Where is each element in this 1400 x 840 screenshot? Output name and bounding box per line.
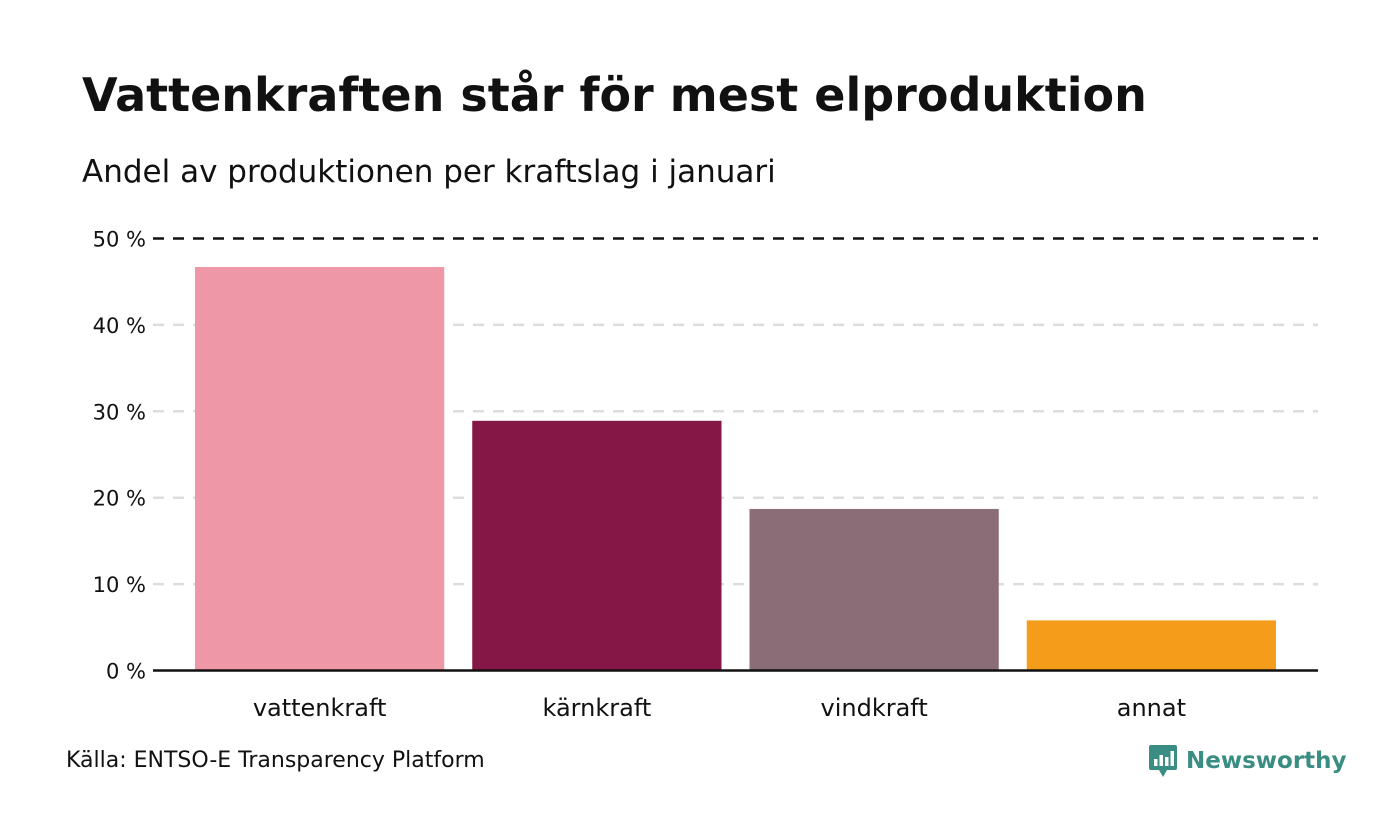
source-note: Källa: ENTSO-E Transparency Platform: [66, 748, 485, 773]
bar-annat: [1026, 620, 1276, 671]
bar-vindkraft: [749, 508, 999, 671]
chart-subtitle: Andel av produktionen per kraftslag i ja…: [82, 154, 776, 190]
x-tick-label: kärnkraft: [543, 694, 652, 722]
y-tick-label: 20 %: [93, 487, 146, 511]
y-axis-ticks: 0 % 10 % 20 % 30 % 40 % 50 %: [93, 228, 146, 684]
bar-vattenkraft: [195, 267, 445, 671]
x-tick-label: vattenkraft: [253, 694, 387, 722]
bar-kärnkraft: [472, 420, 722, 671]
y-tick-label: 10 %: [93, 573, 146, 597]
y-tick-label: 40 %: [93, 314, 146, 338]
x-tick-label: annat: [1117, 694, 1186, 722]
x-axis-labels: vattenkraft kärnkraft vindkraft annat: [253, 694, 1186, 722]
y-tick-label: 50 %: [93, 228, 146, 252]
chart-title: Vattenkraften står för mest elproduktion: [82, 68, 1147, 122]
bars: [195, 267, 1276, 671]
y-tick-label: 30 %: [93, 400, 146, 424]
x-tick-label: vindkraft: [821, 694, 928, 722]
newsworthy-logo-icon: [1149, 745, 1177, 777]
brand-name: Newsworthy: [1186, 748, 1347, 774]
y-tick-label: 0 %: [106, 660, 146, 684]
brand-logo[interactable]: Newsworthy: [1148, 744, 1347, 778]
gridlines: [153, 237, 1318, 586]
